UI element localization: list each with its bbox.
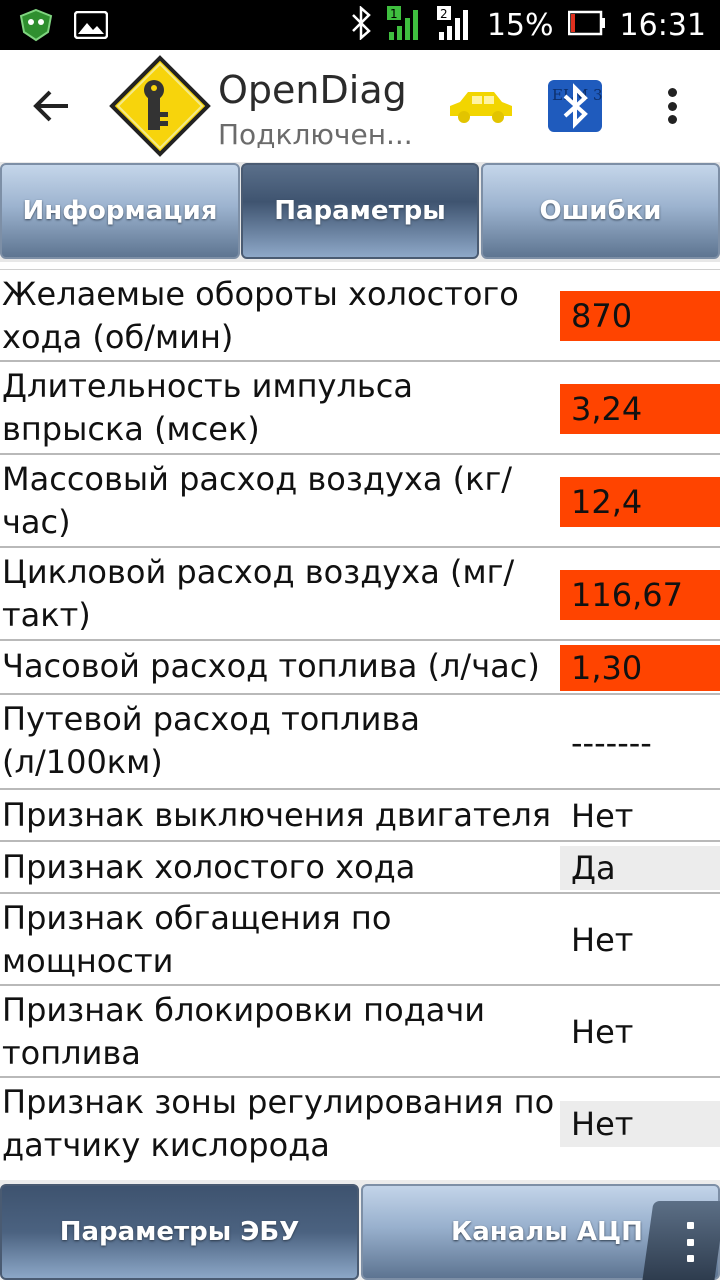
parameter-row[interactable]: Признак обгащения по мощности Нет <box>0 894 720 986</box>
parameter-label: Признак выключения двигателя <box>2 796 552 834</box>
overflow-menu-button[interactable] <box>654 80 690 132</box>
parameter-row[interactable]: Часовой расход топлива (л/час) 1,30 <box>0 641 720 695</box>
list-top-edge <box>0 262 720 270</box>
parameter-label: Признак зоны регулирования по датчику ки… <box>2 1083 555 1164</box>
parameter-row[interactable]: Путевой расход топлива (л/100км) ------- <box>0 695 720 790</box>
parameter-list[interactable]: Желаемые обороты холостого хода (об/мин)… <box>0 262 720 1166</box>
parameter-label: Массовый расход воздуха (кг/час) <box>2 460 513 541</box>
parameter-label: Признак блокировки подачи топлива <box>2 991 486 1072</box>
parameter-value: Да <box>560 846 720 890</box>
gallery-icon <box>73 10 109 43</box>
bluetooth-status-icon <box>349 5 373 44</box>
connection-status: Подключен... <box>218 118 413 151</box>
parameter-row[interactable]: Признак блокировки подачи топлива Нет <box>0 986 720 1078</box>
battery-percent: 15% <box>486 7 554 43</box>
sim2-label: 2 <box>440 7 448 21</box>
action-bar: OpenDiag Подключен... ELM 327 <box>0 50 720 162</box>
elm327-bluetooth-icon[interactable]: ELM 327 <box>548 80 622 132</box>
parameter-value: 870 <box>560 291 720 341</box>
parameter-value: 12,4 <box>560 477 720 527</box>
parameter-value: Нет <box>571 921 634 959</box>
parameter-row[interactable]: Длительность импульса впрыска (мсек) 3,24 <box>0 362 720 455</box>
parameter-row[interactable]: Признак выключения двигателя Нет <box>0 790 720 842</box>
top-tabs: Информация Параметры Ошибки <box>0 162 720 262</box>
app-logo-key-icon <box>108 54 212 158</box>
parameter-label: Признак обгащения по мощности <box>2 899 392 980</box>
parameter-value: 116,67 <box>560 570 720 620</box>
signal-sim1-icon: 1 <box>386 6 423 44</box>
bottom-tabs: Параметры ЭБУ Каналы АЦП <box>0 1180 720 1280</box>
parameter-label: Признак холостого хода <box>2 848 416 886</box>
parameter-value: Нет <box>560 1101 720 1147</box>
sim1-label: 1 <box>390 7 398 21</box>
parameter-label: Желаемые обороты холостого хода (об/мин) <box>2 275 519 356</box>
tab-errors[interactable]: Ошибки <box>481 163 720 259</box>
car-icon[interactable] <box>446 86 516 126</box>
tab-ecu-parameters[interactable]: Параметры ЭБУ <box>0 1184 359 1280</box>
tab-parameters[interactable]: Параметры <box>241 163 479 259</box>
parameter-row[interactable]: Массовый расход воздуха (кг/час) 12,4 <box>0 455 720 548</box>
parameter-value: ------- <box>571 724 652 762</box>
parameter-rows: Желаемые обороты холостого хода (об/мин)… <box>0 270 720 1166</box>
signal-sim2-icon: 2 <box>436 6 473 44</box>
status-bar: 1 2 15% 16:31 <box>0 0 720 50</box>
more-vertical-icon <box>680 1222 700 1262</box>
parameter-row[interactable]: Признак холостого хода Да <box>0 842 720 894</box>
back-button[interactable] <box>22 76 82 136</box>
parameter-row[interactable]: Желаемые обороты холостого хода (об/мин)… <box>0 270 720 362</box>
parameter-row[interactable]: Цикловой расход воздуха (мг/такт) 116,67 <box>0 548 720 641</box>
shield-app-icon <box>18 8 54 46</box>
parameter-value: Нет <box>571 1013 634 1051</box>
parameter-value: 1,30 <box>560 645 720 691</box>
parameter-label: Часовой расход топлива (л/час) <box>2 647 540 685</box>
parameter-value: Нет <box>571 797 634 835</box>
parameter-value: 3,24 <box>560 384 720 434</box>
battery-icon <box>567 10 606 40</box>
parameter-label: Цикловой расход воздуха (мг/такт) <box>2 553 515 634</box>
parameter-label: Путевой расход топлива (л/100км) <box>2 700 420 781</box>
back-arrow-icon <box>33 90 68 122</box>
app-title: OpenDiag <box>218 68 407 112</box>
tab-information[interactable]: Информация <box>0 163 240 259</box>
parameter-label: Длительность импульса впрыска (мсек) <box>2 367 413 448</box>
parameter-row[interactable]: Признак зоны регулирования по датчику ки… <box>0 1078 720 1166</box>
clock: 16:31 <box>619 7 706 43</box>
